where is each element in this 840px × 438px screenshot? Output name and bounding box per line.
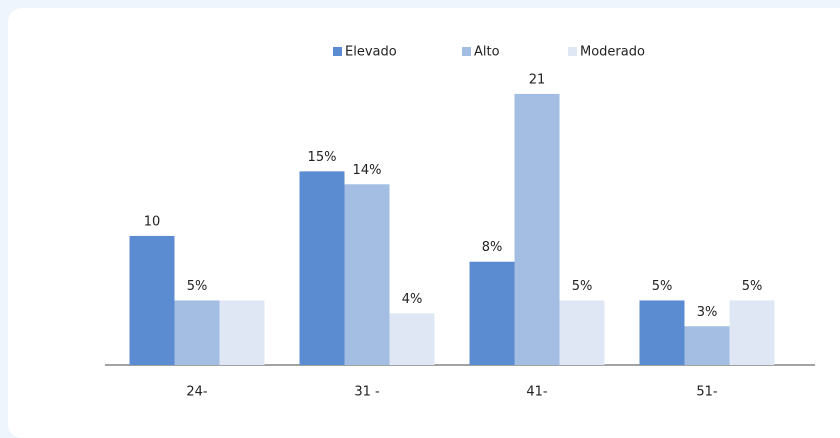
data-label: 5%	[652, 279, 673, 294]
bar	[299, 171, 345, 365]
data-label: 14%	[353, 163, 382, 178]
data-label: 8%	[482, 240, 503, 255]
legend-swatch	[462, 47, 471, 56]
data-label: 4%	[402, 292, 423, 307]
bar	[559, 300, 605, 365]
data-label: 5%	[187, 279, 208, 294]
bar	[684, 326, 730, 365]
x-tick-label: 31 -	[354, 385, 380, 400]
bar	[389, 313, 435, 365]
bar	[729, 300, 775, 365]
data-label: 5%	[572, 279, 593, 294]
bar	[639, 300, 685, 365]
data-label: 21	[529, 72, 546, 87]
legend-label: Moderado	[580, 45, 645, 60]
legend-label: Alto	[474, 45, 500, 60]
bar	[344, 184, 390, 365]
data-label: 15%	[308, 150, 337, 165]
data-label: 5%	[742, 279, 763, 294]
legend-label: Elevado	[345, 45, 397, 60]
legend-swatch	[568, 47, 577, 56]
x-tick-label: 24-	[186, 385, 208, 400]
data-label: 10	[144, 214, 161, 229]
chart: Elevado Alto Moderado 24- 10 5% 31 - 15% 14% 4% 41…	[105, 45, 815, 400]
bar	[469, 261, 515, 365]
data-label: 3%	[697, 305, 718, 320]
x-tick-label: 41-	[526, 385, 548, 400]
x-tick-label: 51-	[696, 385, 718, 400]
legend-swatch	[333, 47, 342, 56]
bar	[219, 300, 265, 365]
card	[8, 8, 840, 438]
page: Elevado Alto Moderado 24- 10 5% 31 - 15% 14% 4% 41…	[8, 8, 840, 438]
bar	[514, 93, 560, 365]
bar	[174, 300, 220, 365]
bar	[129, 235, 175, 365]
